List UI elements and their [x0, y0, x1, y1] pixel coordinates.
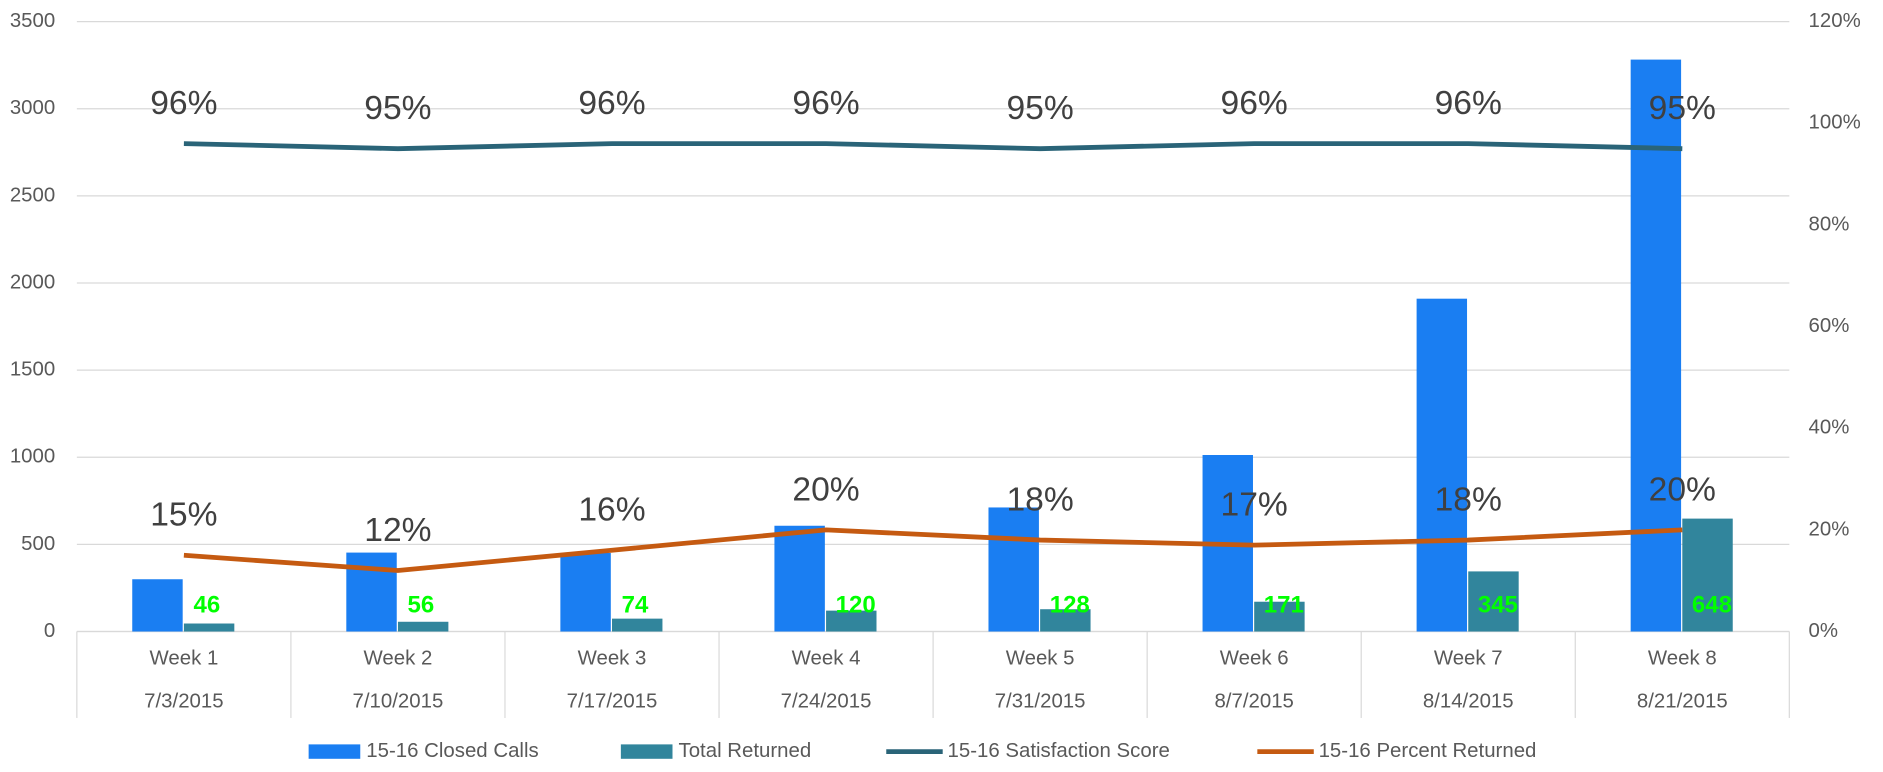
- line: [183, 527, 1683, 573]
- bar-value-label: 128: [1050, 592, 1090, 619]
- y2-tick-label: 80%: [1809, 213, 1850, 235]
- bar: [560, 552, 611, 632]
- bar-value-label: 46: [193, 592, 220, 619]
- bar: [1682, 518, 1733, 632]
- line-value-label: 17%: [1221, 487, 1288, 524]
- legend-label: Total Returned: [679, 740, 812, 762]
- bar: [132, 579, 183, 632]
- y2-tick-label: 40%: [1809, 417, 1850, 439]
- line-value-label: 96%: [150, 85, 217, 122]
- line-value-label: 20%: [1649, 471, 1716, 508]
- legend-label: 15-16 Closed Calls: [366, 740, 538, 762]
- line-value-label: 95%: [364, 90, 431, 127]
- x-tick-label: Week 1: [149, 648, 218, 670]
- line-value-label: 95%: [1006, 90, 1073, 127]
- x-tick-label: Week 6: [1220, 648, 1289, 670]
- bar: [1040, 609, 1091, 632]
- bar-value-label: 171: [1264, 592, 1304, 619]
- y-tick-label: 1500: [10, 359, 55, 381]
- line-value-label: 96%: [1221, 85, 1288, 122]
- y2-tick-label: 120%: [1809, 10, 1861, 32]
- x-tick-sublabel: 7/17/2015: [567, 691, 658, 713]
- y-tick-label: 500: [21, 533, 55, 555]
- line-value-label: 96%: [792, 85, 859, 122]
- x-tick-sublabel: 7/31/2015: [995, 691, 1086, 713]
- line-value-label: 95%: [1649, 90, 1716, 127]
- line-value-label: 16%: [578, 492, 645, 529]
- y-tick-label: 3000: [10, 97, 55, 119]
- y2-tick-label: 20%: [1809, 518, 1850, 540]
- x-tick-sublabel: 7/24/2015: [781, 691, 872, 713]
- y2-tick-label: 100%: [1809, 112, 1861, 134]
- bar: [826, 610, 877, 632]
- bar: [1254, 601, 1305, 632]
- x-tick-sublabel: 7/3/2015: [144, 691, 223, 713]
- bar-value-label: 56: [408, 592, 435, 619]
- y-tick-label: 2500: [10, 184, 55, 206]
- x-tick-label: Week 2: [364, 648, 433, 670]
- y-tick-label: 3500: [10, 10, 55, 32]
- bar-value-label: 74: [622, 592, 649, 619]
- line: [183, 141, 1683, 152]
- y2-tick-label: 60%: [1809, 315, 1850, 337]
- x-tick-label: Week 5: [1006, 648, 1075, 670]
- x-tick-label: Week 8: [1648, 648, 1717, 670]
- legend-label: 15-16 Satisfaction Score: [948, 740, 1170, 762]
- line-value-label: 18%: [1435, 481, 1502, 518]
- bar: [1416, 298, 1468, 632]
- y2-tick-label: 0%: [1809, 620, 1839, 642]
- bar: [183, 623, 235, 632]
- y-tick-label: 1000: [10, 446, 55, 468]
- legend-label: 15-16 Percent Returned: [1319, 740, 1537, 762]
- line-value-label: 20%: [792, 471, 859, 508]
- bar: [346, 552, 397, 632]
- bar: [988, 507, 1039, 632]
- line-value-label: 96%: [578, 85, 645, 122]
- x-tick-label: Week 7: [1434, 648, 1503, 670]
- y-tick-label: 0: [44, 620, 55, 642]
- bar-value-label: 345: [1478, 592, 1518, 619]
- bar: [1468, 571, 1519, 632]
- bar: [774, 525, 825, 632]
- bar: [1630, 59, 1682, 632]
- bar: [397, 621, 449, 632]
- legend-swatch: [620, 744, 673, 759]
- bar-value-label: 120: [836, 592, 876, 619]
- bar-value-label: 648: [1692, 592, 1732, 619]
- x-tick-label: Week 4: [792, 648, 861, 670]
- x-tick-sublabel: 8/14/2015: [1423, 691, 1514, 713]
- x-tick-label: Week 3: [578, 648, 647, 670]
- y-tick-label: 2000: [10, 271, 55, 293]
- legend-swatch: [308, 744, 361, 759]
- x-tick-sublabel: 7/10/2015: [353, 691, 444, 713]
- line-value-label: 18%: [1006, 481, 1073, 518]
- bar: [612, 618, 663, 632]
- line-value-label: 96%: [1435, 85, 1502, 122]
- line-value-label: 15%: [150, 497, 217, 534]
- x-tick-sublabel: 8/21/2015: [1637, 691, 1728, 713]
- x-tick-sublabel: 8/7/2015: [1214, 691, 1293, 713]
- line-value-label: 12%: [364, 512, 431, 549]
